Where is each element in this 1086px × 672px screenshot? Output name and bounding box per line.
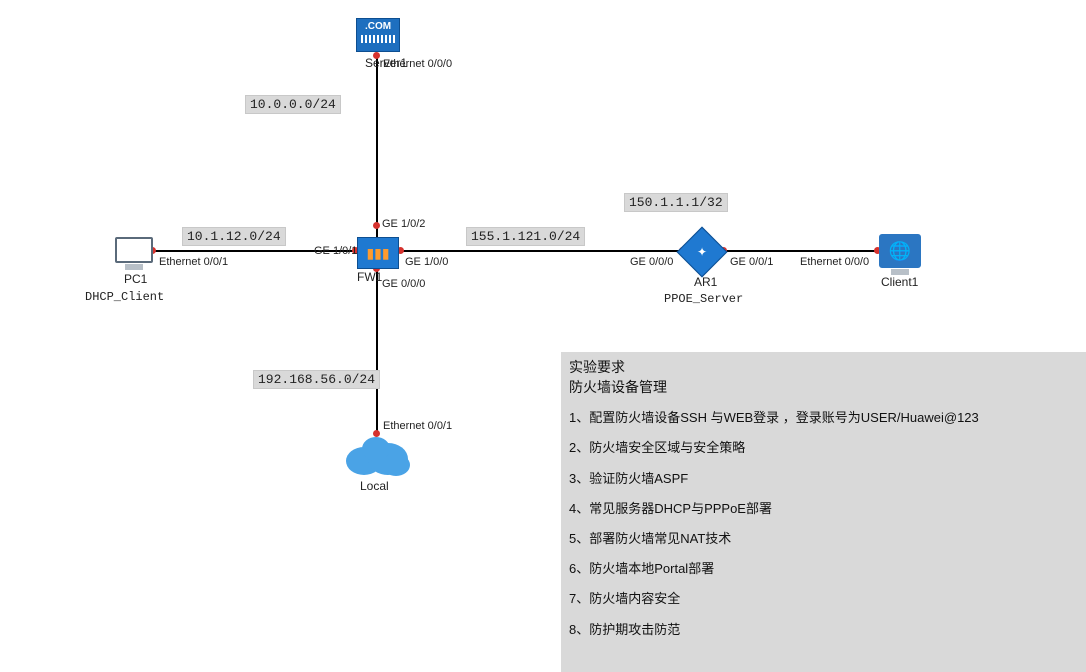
panel-title-2: 防火墙设备管理 (569, 378, 1086, 398)
device-label-ar1: AR1 (694, 275, 717, 289)
port-label: GE 0/0/0 (630, 256, 673, 268)
port-label: Ethernet 0/0/0 (800, 256, 869, 268)
device-local-cloud[interactable] (342, 433, 412, 477)
link-server1-fw1 (376, 55, 378, 237)
port-label: GE 0/0/0 (382, 278, 425, 290)
device-label-pc1: PC1 (124, 272, 147, 286)
server-bars-icon (361, 35, 395, 43)
router-icon: ✦ (677, 227, 728, 278)
port-label: GE 1/0/0 (405, 256, 448, 268)
subnet-text: 10.0.0.0/24 (250, 97, 336, 112)
panel-item: 5、部署防火墙常见NAT技术 (569, 530, 1086, 548)
device-sublabel-pc1: DHCP_Client (85, 290, 164, 304)
port-label: GE 1/0/2 (382, 218, 425, 230)
panel-item: 2、防火墙安全区域与安全策略 (569, 439, 1086, 457)
panel-title-1: 实验要求 (569, 358, 1086, 378)
device-fw1[interactable]: ▮▮▮ (357, 237, 399, 269)
subnet-text: 155.1.121.0/24 (471, 229, 580, 244)
device-label-client1: Client1 (881, 275, 918, 289)
link-fw1-local (376, 267, 378, 435)
pc-base-icon (125, 264, 143, 270)
firewall-icon: ▮▮▮ (357, 237, 399, 269)
device-label-server1: Server1 (365, 56, 407, 70)
port-dot (373, 222, 380, 229)
subnet-label: 10.0.0.0/24 (245, 95, 341, 114)
subnet-label: 150.1.1.1/32 (624, 193, 728, 212)
panel-item: 1、配置防火墙设备SSH 与WEB登录 ，登录账号为USER/Huawei@12… (569, 409, 1086, 427)
subnet-label: 10.1.12.0/24 (182, 227, 286, 246)
panel-item: 4、常见服务器DHCP与PPPoE部署 (569, 500, 1086, 518)
link-fw1-ar1 (397, 250, 684, 252)
device-client1[interactable]: 🌐 (879, 234, 921, 275)
subnet-text: 150.1.1.1/32 (629, 195, 723, 210)
cloud-icon (342, 433, 412, 477)
device-sublabel-ar1: PPOE_Server (664, 292, 743, 306)
device-server1[interactable]: .COM (356, 18, 400, 52)
panel-item: 8、防护期攻击防范 (569, 621, 1086, 639)
port-label: GE 0/0/1 (730, 256, 773, 268)
device-label-fw1: FW1 (357, 270, 382, 284)
panel-item: 3、验证防火墙ASPF (569, 470, 1086, 488)
server-icon-text: .COM (365, 21, 391, 32)
requirements-panel: 实验要求 防火墙设备管理 1、配置防火墙设备SSH 与WEB登录 ，登录账号为U… (561, 352, 1086, 672)
topology-canvas: 10.0.0.0/24 10.1.12.0/24 155.1.121.0/24 … (0, 0, 1086, 672)
subnet-text: 192.168.56.0/24 (258, 372, 375, 387)
device-ar1[interactable]: ✦ (684, 234, 720, 270)
pc-icon (115, 237, 153, 263)
device-label-local: Local (360, 479, 389, 493)
client-icon: 🌐 (879, 234, 921, 268)
server-icon: .COM (356, 18, 400, 52)
subnet-label: 155.1.121.0/24 (466, 227, 585, 246)
subnet-label: 192.168.56.0/24 (253, 370, 380, 389)
port-label: Ethernet 0/0/1 (383, 420, 452, 432)
device-pc1[interactable] (115, 237, 153, 270)
panel-item: 6、防火墙本地Portal部署 (569, 560, 1086, 578)
port-label: Ethernet 0/0/1 (159, 256, 228, 268)
subnet-text: 10.1.12.0/24 (187, 229, 281, 244)
panel-item: 7、防火墙内容安全 (569, 590, 1086, 608)
link-ar1-client1 (720, 250, 879, 252)
port-label: GE 1/0/1 (314, 245, 357, 257)
